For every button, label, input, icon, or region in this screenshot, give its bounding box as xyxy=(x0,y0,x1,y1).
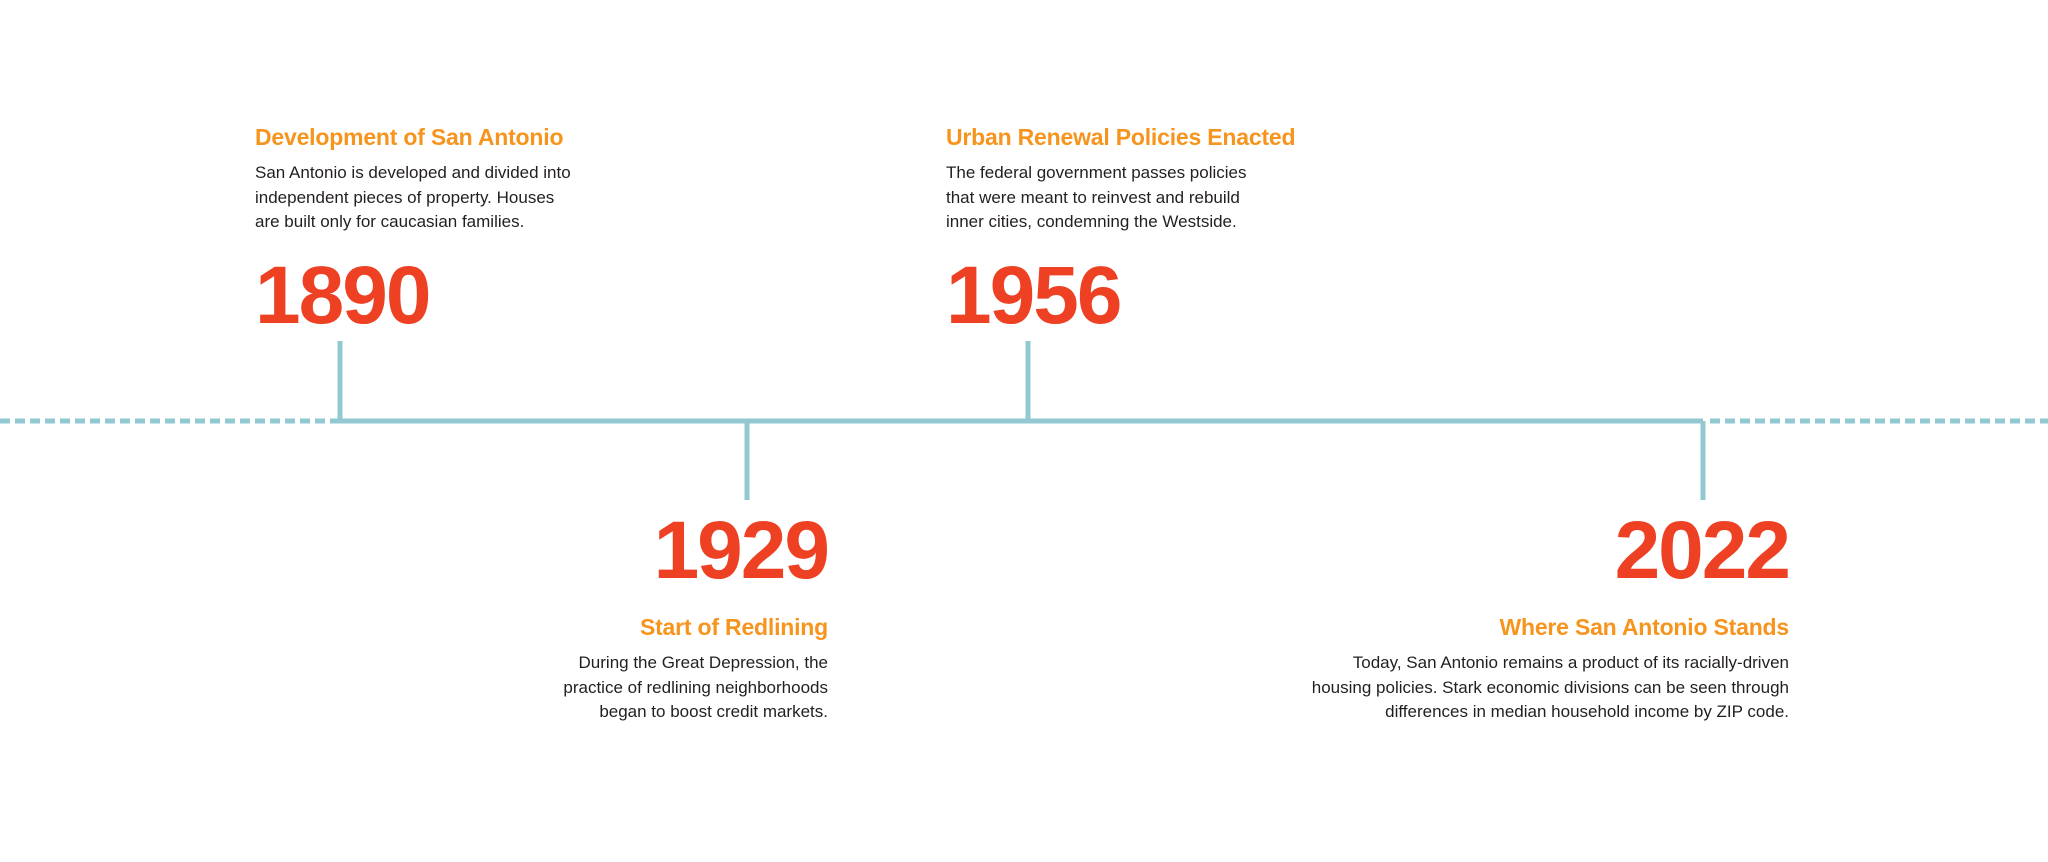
event-description: Today, San Antonio remains a product of … xyxy=(1312,651,1789,725)
event-year: 1956 xyxy=(946,249,1122,341)
event-title: Urban Renewal Policies Enacted xyxy=(946,124,1296,150)
description-line: housing policies. Stark economic divisio… xyxy=(1311,677,1789,697)
event-description: The federal government passes policies t… xyxy=(946,161,1295,235)
event-description: During the Great Depression, the practic… xyxy=(563,651,828,725)
event-1956: Urban Renewal Policies Enacted The feder… xyxy=(946,124,1296,341)
description-line: San Antonio is developed and divided int… xyxy=(255,163,571,182)
event-description: San Antonio is developed and divided int… xyxy=(255,161,571,235)
description-line: During the Great Depression, the xyxy=(578,653,828,672)
description-line: began to boost credit markets. xyxy=(599,702,828,721)
event-year: 1929 xyxy=(653,505,830,596)
description-line: independent pieces of property. Houses xyxy=(255,187,555,207)
event-year: 1890 xyxy=(255,249,431,341)
description-line: differences in median household income b… xyxy=(1385,702,1789,721)
event-year: 2022 xyxy=(1614,505,1791,596)
description-line: are built only for caucasian families. xyxy=(255,212,525,231)
description-line: that were meant to reinvest and rebuild xyxy=(946,187,1240,207)
event-2022: 2022 Where San Antonio Stands Today, San… xyxy=(1312,505,1791,725)
description-line: inner cities, condemning the Westside. xyxy=(946,212,1237,231)
description-line: practice of redlining neighborhoods xyxy=(563,677,828,697)
description-line: The federal government passes policies xyxy=(946,163,1247,182)
event-1929: 1929 Start of Redlining During the Great… xyxy=(563,505,830,725)
event-title: Development of San Antonio xyxy=(255,124,564,150)
event-title: Start of Redlining xyxy=(639,614,828,640)
event-1890: Development of San Antonio San Antonio i… xyxy=(255,124,571,337)
description-line: Today, San Antonio remains a product of … xyxy=(1352,653,1789,672)
event-title: Where San Antonio Stands xyxy=(1499,614,1789,640)
